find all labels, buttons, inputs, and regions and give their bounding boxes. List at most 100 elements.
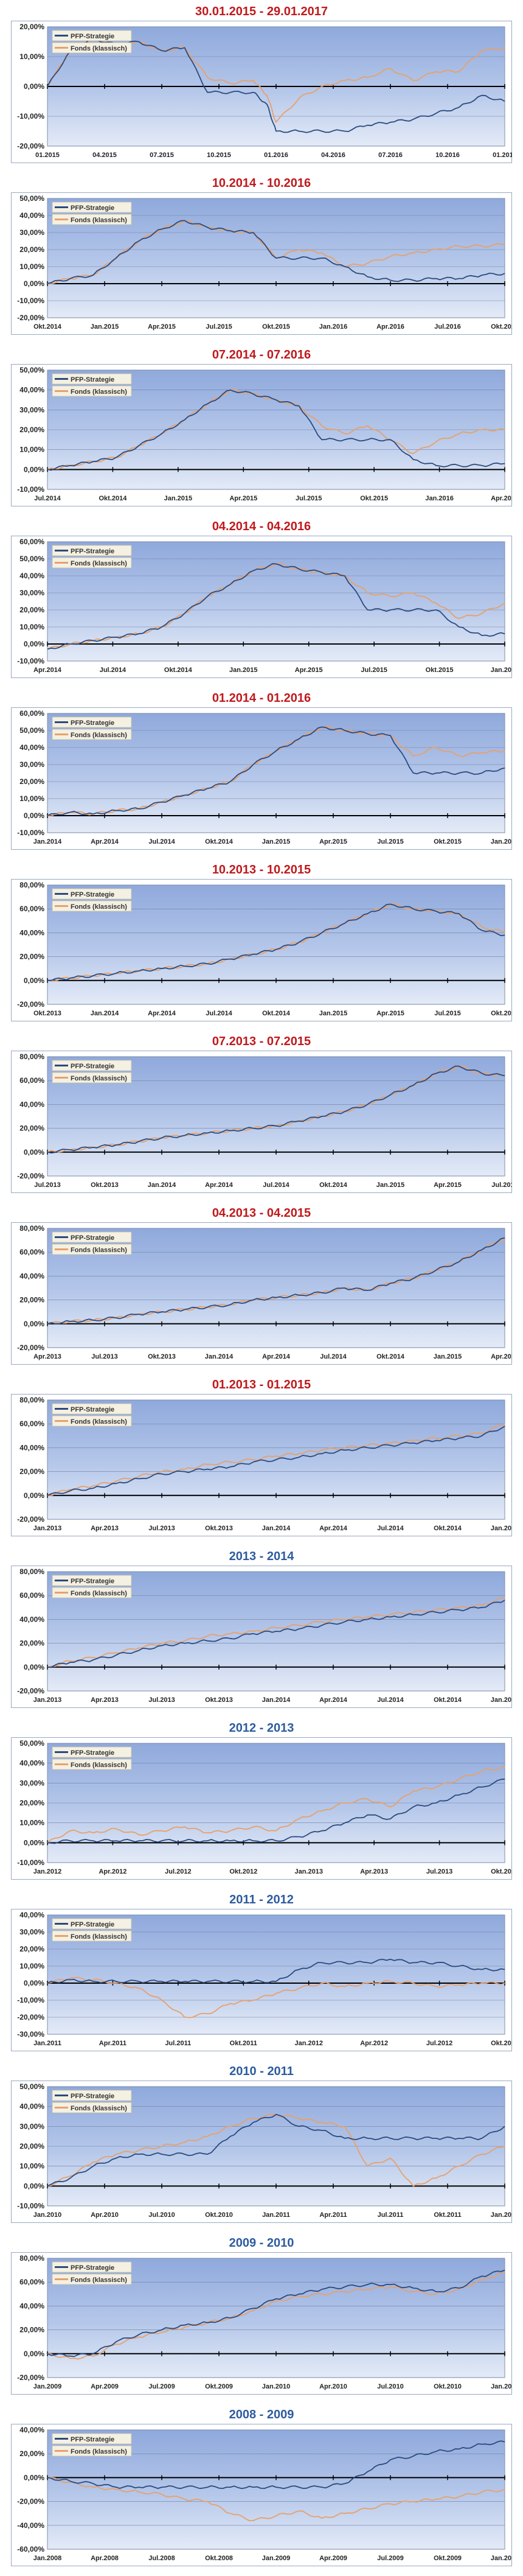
chart-panel: 2012 - 2013 50,00% 40,00% 30,00% 20,00% 10,00… — [0, 1717, 523, 1888]
x-tick-label: Jul.2012 — [426, 2040, 452, 2047]
legend-label: Fonds (klassisch) — [71, 1762, 127, 1769]
legend-label: PFP-Strategie — [71, 719, 114, 727]
y-tick-label: 10,00% — [19, 2162, 44, 2171]
y-tick-label: 20,00% — [19, 1468, 44, 1476]
x-tick-label: Okt.2009 — [434, 2555, 462, 2562]
legend-box — [52, 201, 132, 213]
legend-label: PFP-Strategie — [71, 1578, 114, 1585]
x-tick-label: Apr.2015 — [491, 1353, 512, 1360]
chart-panel: 30.01.2015 - 29.01.2017 20,00% 10,00% 0,00%… — [0, 0, 523, 172]
x-tick-label: Jul.2015 — [491, 1181, 512, 1189]
x-tick-label: Jan.2014 — [262, 1525, 291, 1532]
y-tick-label: 40,00% — [19, 2301, 44, 2310]
y-tick-label: 60,00% — [19, 1248, 44, 1256]
x-tick-label: 04.2015 — [92, 152, 117, 159]
x-tick-label: Jan.2014 — [205, 1353, 234, 1360]
x-tick-label: Apr.2010 — [319, 2383, 347, 2390]
y-tick-label: -20,00% — [17, 2497, 44, 2506]
y-tick-label: -10,00% — [17, 296, 44, 305]
y-tick-label: 0,00% — [24, 82, 44, 91]
legend-box — [52, 1759, 132, 1770]
x-tick-label: Jul.2014 — [377, 1525, 404, 1532]
y-tick-label: 50,00% — [19, 366, 44, 374]
legend-label: PFP-Strategie — [71, 1921, 114, 1928]
y-tick-label: 20,00% — [19, 1799, 44, 1807]
x-tick-label: Jul.2010 — [148, 2211, 175, 2219]
y-tick-label: 20,00% — [19, 2449, 44, 2458]
legend: PFP-Strategie Fonds (klassisch) — [52, 1575, 132, 1598]
y-tick-label: 40,00% — [19, 211, 44, 220]
y-tick-label: 0,00% — [24, 2350, 44, 2358]
x-tick-label: 01.2016 — [264, 152, 288, 159]
x-tick-label: Jul.2016 — [434, 323, 460, 331]
x-tick-label: Jul.2013 — [148, 1525, 175, 1532]
series-line-pfp-strategie — [47, 1778, 505, 1844]
y-tick-label: 40,00% — [19, 1272, 44, 1280]
chart-panel: 2010 - 2011 50,00% 40,00% 30,00% 20,00% 10,00… — [0, 2060, 523, 2231]
x-tick-label: Jan.2013 — [33, 1696, 61, 1704]
legend-box — [52, 1415, 132, 1427]
legend-box — [52, 2273, 132, 2285]
legend-label: PFP-Strategie — [71, 376, 114, 383]
line-chart: 60,00% 50,00% 40,00% 30,00% 20,00% 10,00% 0,00… — [11, 536, 512, 678]
y-tick-label: 40,00% — [19, 928, 44, 937]
legend-box — [52, 2445, 132, 2457]
y-tick-label: 60,00% — [19, 2278, 44, 2286]
y-tick-label: 50,00% — [19, 1739, 44, 1748]
y-tick-label: 60,00% — [19, 1591, 44, 1600]
x-tick-label: 04.2016 — [321, 152, 345, 159]
x-tick-label: Apr.2014 — [262, 1353, 291, 1360]
y-tick-label: 30,00% — [19, 760, 44, 769]
y-tick-label: 30,00% — [19, 1779, 44, 1787]
y-tick-label: 30,00% — [19, 228, 44, 237]
series-line-fonds-klassisch — [47, 2272, 505, 2360]
y-tick-label: 60,00% — [19, 905, 44, 913]
chart-title: 01.2014 - 01.2016 — [212, 691, 311, 705]
legend-label: Fonds (klassisch) — [71, 217, 127, 224]
x-tick-label: Jul.2014 — [206, 1010, 232, 1017]
x-tick-label: 07.2015 — [150, 152, 174, 159]
chart-title: 04.2013 - 04.2015 — [212, 1206, 311, 1220]
x-tick-label: Okt.2014 — [99, 495, 127, 502]
y-tick-label: 0,00% — [24, 2182, 44, 2190]
y-tick-label: -20,00% — [17, 1515, 44, 1524]
y-tick-label: -20,00% — [17, 1172, 44, 1180]
x-tick-label: 07.2016 — [378, 152, 403, 159]
x-tick-label: Jul.2013 — [91, 1353, 117, 1360]
legend-box — [52, 716, 132, 728]
x-tick-label: Okt.2010 — [205, 2211, 233, 2219]
y-tick-label: 50,00% — [19, 2082, 44, 2091]
y-tick-label: 0,00% — [24, 1663, 44, 1671]
x-tick-label: Okt.2014 — [319, 1181, 348, 1189]
y-tick-label: 20,00% — [19, 2142, 44, 2151]
x-tick-label: Jan.2010 — [491, 2555, 512, 2562]
series-line-pfp-strategie — [47, 389, 505, 471]
legend-label: Fonds (klassisch) — [71, 1247, 127, 1254]
y-tick-label: -20,00% — [17, 2013, 44, 2021]
x-tick-label: Apr.2014 — [33, 667, 62, 674]
x-tick-label: Jan.2011 — [262, 2211, 290, 2219]
y-tick-label: 80,00% — [19, 1567, 44, 1576]
y-tick-label: 40,00% — [19, 572, 44, 580]
y-tick-label: 10,00% — [19, 623, 44, 631]
legend-box — [52, 1060, 132, 1071]
y-tick-label: 20,00% — [19, 606, 44, 614]
y-tick-label: 80,00% — [19, 1396, 44, 1404]
series-line-pfp-strategie — [47, 1237, 505, 1325]
x-tick-label: Jan.2015 — [434, 1353, 462, 1360]
chart-title: 10.2013 - 10.2015 — [212, 863, 311, 877]
legend-box — [52, 1746, 132, 1758]
legend-label: Fonds (klassisch) — [71, 1075, 127, 1082]
series-line-pfp-strategie — [47, 1426, 505, 1496]
chart-title: 01.2013 - 01.2015 — [212, 1378, 311, 1391]
x-tick-label: Jan.2015 — [319, 1010, 347, 1017]
y-tick-label: 10,00% — [19, 446, 44, 454]
legend-box — [52, 1072, 132, 1083]
x-tick-label: Jan.2013 — [294, 1868, 322, 1875]
x-tick-label: Okt.2014 — [33, 323, 62, 331]
legend-label: Fonds (klassisch) — [71, 560, 127, 567]
chart-panel: 01.2013 - 01.2015 80,00% 60,00% 40,00% 20,00… — [0, 1373, 523, 1545]
legend-label: PFP-Strategie — [71, 1749, 114, 1757]
y-tick-label: 0,00% — [24, 1838, 44, 1847]
x-tick-label: Jul.2011 — [165, 2040, 191, 2047]
